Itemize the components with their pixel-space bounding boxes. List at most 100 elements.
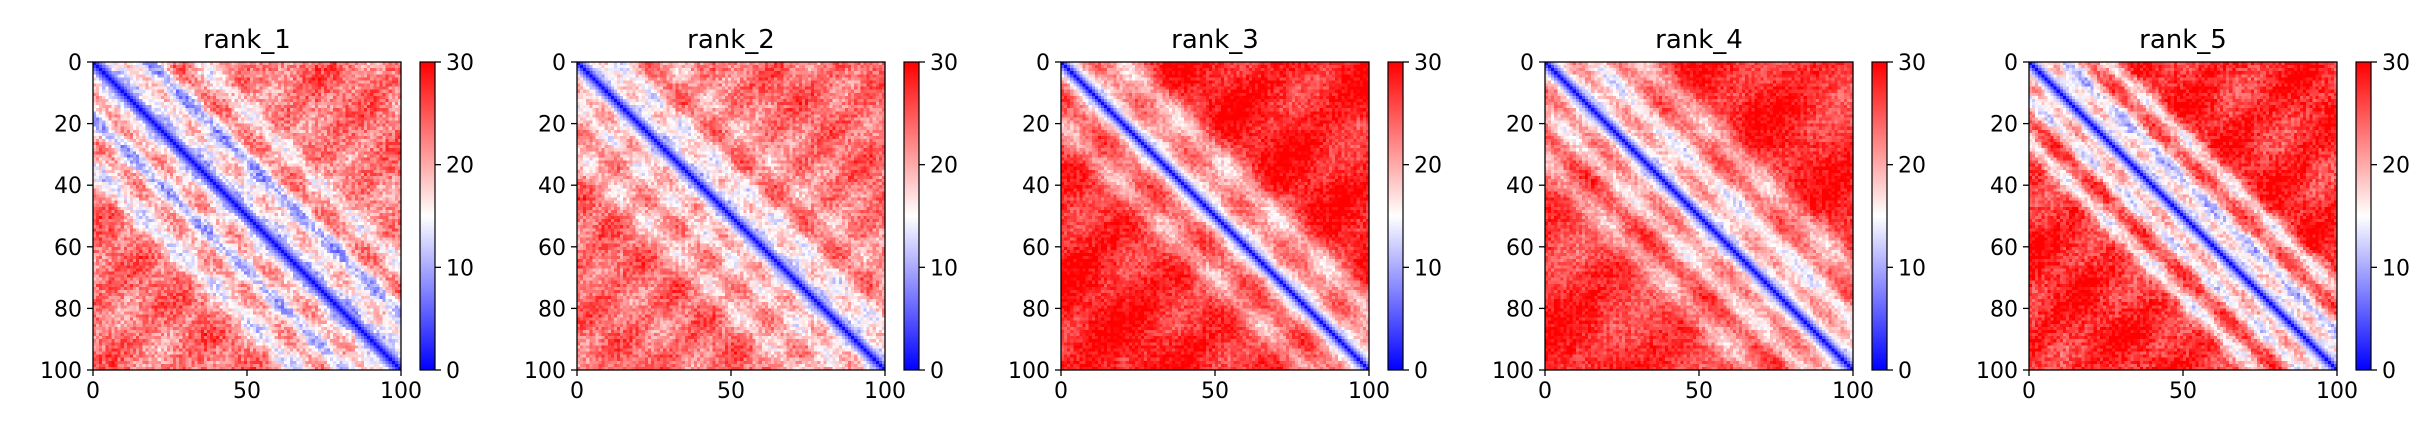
heatmap-cell <box>373 71 376 74</box>
heatmap-cell <box>99 77 102 80</box>
heatmap-cell <box>96 65 99 68</box>
heatmap-cell <box>222 65 225 68</box>
heatmap-cell <box>383 68 386 71</box>
heatmap-cell <box>148 80 151 83</box>
heatmap-cell <box>290 65 293 68</box>
heatmap-cell <box>346 74 349 77</box>
heatmap-cell <box>167 68 170 71</box>
heatmap-cell <box>327 71 330 74</box>
heatmap-cell <box>130 68 133 71</box>
heatmap-cell <box>210 74 213 77</box>
heatmap-cell <box>136 71 139 74</box>
heatmap-cell <box>130 84 133 87</box>
heatmap-cell <box>312 80 315 83</box>
heatmap-cell <box>392 74 395 77</box>
heatmap-cell <box>383 80 386 83</box>
heatmap-cell <box>373 77 376 80</box>
heatmap-cell <box>284 65 287 68</box>
heatmap-cell <box>167 80 170 83</box>
heatmap-cell <box>152 65 155 68</box>
heatmap-cell <box>272 71 275 74</box>
heatmap-cell <box>333 74 336 77</box>
heatmap-cell <box>152 68 155 71</box>
heatmap-cell <box>259 80 262 83</box>
heatmap-cell <box>235 71 238 74</box>
heatmap-cell <box>185 74 188 77</box>
heatmap-cell <box>229 74 232 77</box>
heatmap-cell <box>309 74 312 77</box>
heatmap-cell <box>182 80 185 83</box>
heatmap-cell <box>386 74 389 77</box>
heatmap-cell <box>364 74 367 77</box>
heatmap-cell <box>389 68 392 71</box>
heatmap-cell <box>124 74 127 77</box>
heatmap-cell <box>179 80 182 83</box>
heatmap-cell <box>216 68 219 71</box>
heatmap-cell <box>318 77 321 80</box>
heatmap-cell <box>96 71 99 74</box>
heatmap-cell <box>269 80 272 83</box>
heatmap-cell <box>99 68 102 71</box>
heatmap-cell <box>379 68 382 71</box>
heatmap-cell <box>299 68 302 71</box>
heatmap-cell <box>346 77 349 80</box>
heatmap-cell <box>127 65 130 68</box>
heatmap-cell <box>108 80 111 83</box>
heatmap-cell <box>155 77 158 80</box>
heatmap-cell <box>339 80 342 83</box>
heatmap-cell <box>195 65 198 68</box>
heatmap-cell <box>158 77 161 80</box>
heatmap-cell <box>145 80 148 83</box>
heatmap-cell <box>269 71 272 74</box>
heatmap-cell <box>121 84 124 87</box>
heatmap-cell <box>349 65 352 68</box>
heatmap-cell <box>198 68 201 71</box>
heatmap-cell <box>118 71 121 74</box>
heatmap-cell <box>355 71 358 74</box>
heatmap-cell <box>213 80 216 83</box>
heatmap-cell <box>130 71 133 74</box>
heatmap-cell <box>142 68 145 71</box>
heatmap-cell <box>118 65 121 68</box>
heatmap-cell <box>386 77 389 80</box>
heatmap-cell <box>176 80 179 83</box>
heatmap-cell <box>278 80 281 83</box>
heatmap-cell <box>216 80 219 83</box>
heatmap-cell <box>376 65 379 68</box>
heatmap-cell <box>179 68 182 71</box>
heatmap-cell <box>145 74 148 77</box>
heatmap-cell <box>173 65 176 68</box>
heatmap-cell <box>312 71 315 74</box>
heatmap-cell <box>121 71 124 74</box>
heatmap-cell <box>389 77 392 80</box>
heatmap-cell <box>207 77 210 80</box>
heatmap-cell <box>232 71 235 74</box>
heatmap-cell <box>253 68 256 71</box>
heatmap-cell <box>148 77 151 80</box>
heatmap-cell <box>124 80 127 83</box>
heatmap-cell <box>309 65 312 68</box>
heatmap-cell <box>364 77 367 80</box>
heatmap-cell <box>164 80 167 83</box>
heatmap-cell <box>342 65 345 68</box>
heatmap-cell <box>195 77 198 80</box>
heatmap-cell <box>111 68 114 71</box>
heatmap-cell <box>293 74 296 77</box>
heatmap-cell <box>124 84 127 87</box>
heatmap-cell <box>204 68 207 71</box>
heatmap-cell <box>207 74 210 77</box>
heatmap-cell <box>115 71 118 74</box>
heatmap-cell <box>272 74 275 77</box>
heatmap-cell <box>182 74 185 77</box>
heatmap-cell <box>290 68 293 71</box>
heatmap-cell <box>312 65 315 68</box>
heatmap-cell <box>333 68 336 71</box>
heatmap-cell <box>315 80 318 83</box>
heatmap-cell <box>164 65 167 68</box>
heatmap-cell <box>281 80 284 83</box>
heatmap-cell <box>139 77 142 80</box>
heatmap-cell <box>349 80 352 83</box>
heatmap-cell <box>355 80 358 83</box>
heatmap-cell <box>192 65 195 68</box>
heatmap-cell <box>213 74 216 77</box>
